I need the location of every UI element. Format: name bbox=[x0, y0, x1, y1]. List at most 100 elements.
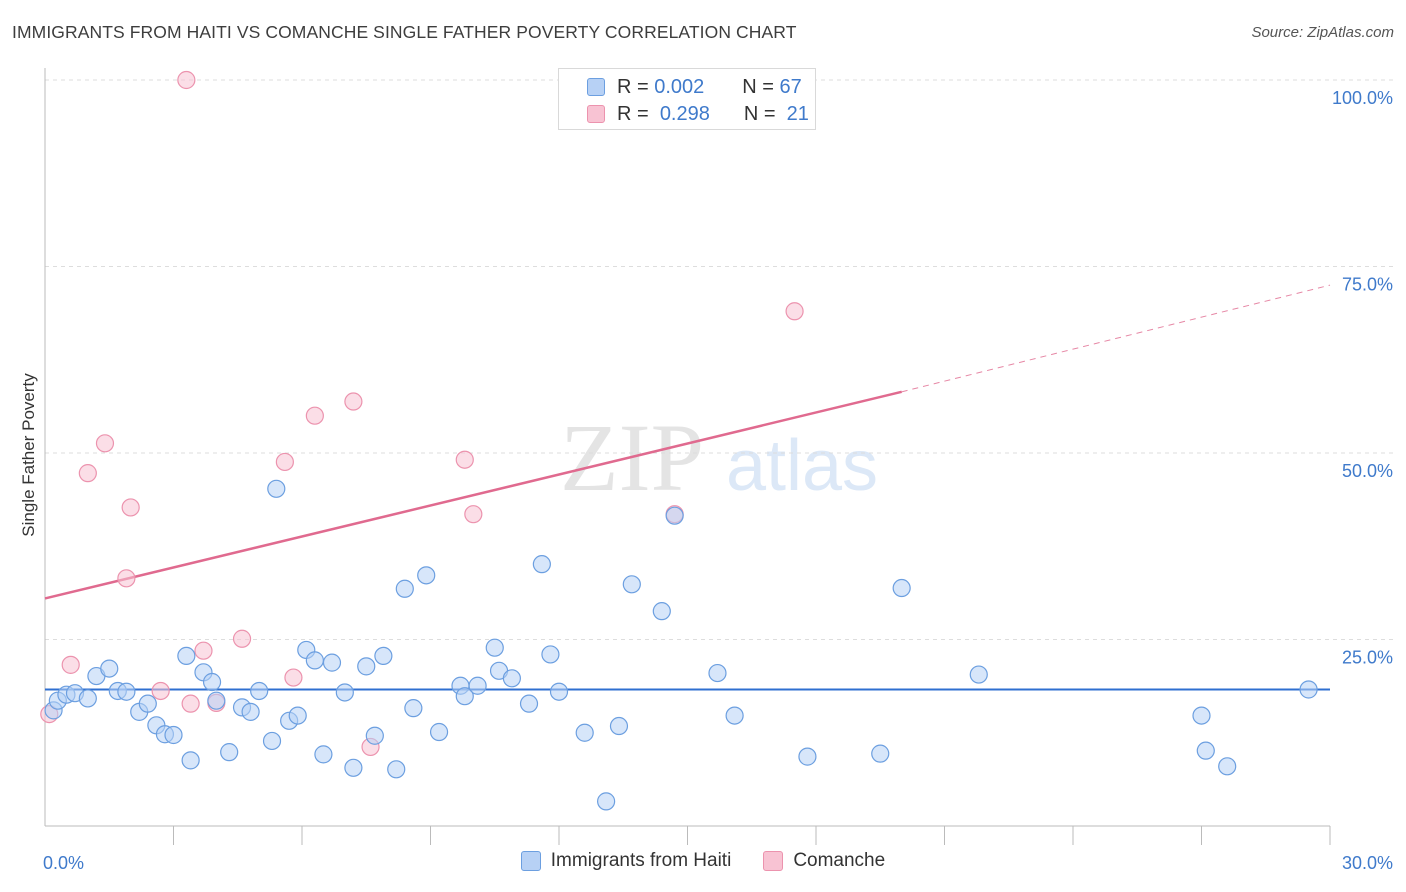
haiti-point-44 bbox=[485, 638, 504, 657]
haiti-point-53 bbox=[609, 716, 629, 736]
haiti-point-40 bbox=[429, 722, 449, 742]
comanche-point-15 bbox=[344, 392, 363, 411]
haiti-point-14 bbox=[177, 646, 196, 666]
n-value-comanche: 21 bbox=[786, 102, 809, 125]
haiti-point-60 bbox=[871, 744, 890, 763]
legend-label-haiti: Immigrants from Haiti bbox=[550, 850, 732, 871]
haiti-point-30 bbox=[322, 653, 342, 672]
legend-row-haiti: R = 0.002 N = 67 bbox=[559, 73, 802, 101]
x-tick-label-1: 30.0% bbox=[1342, 853, 1393, 873]
haiti-point-23 bbox=[262, 731, 282, 751]
chart-source: Source: ZipAtlas.com bbox=[1251, 24, 1394, 41]
series-haiti-points bbox=[44, 479, 1318, 811]
y-tick-label-3: 100.0% bbox=[1332, 88, 1393, 108]
haiti-point-43 bbox=[468, 676, 487, 695]
haiti-point-36 bbox=[387, 760, 406, 779]
haiti-point-49 bbox=[541, 645, 560, 664]
haiti-point-48 bbox=[532, 555, 551, 574]
haiti-point-26 bbox=[288, 706, 307, 725]
r-label: R = bbox=[617, 102, 649, 125]
haiti-point-61 bbox=[892, 578, 911, 598]
haiti-legend-swatch bbox=[520, 851, 541, 871]
r-value-haiti: 0.002 bbox=[654, 75, 705, 98]
haiti-swatch bbox=[587, 78, 605, 96]
haiti-point-47 bbox=[519, 694, 539, 713]
n-label: N = bbox=[742, 75, 774, 98]
haiti-point-65 bbox=[1218, 757, 1237, 776]
haiti-point-52 bbox=[597, 792, 616, 811]
haiti-point-8 bbox=[117, 682, 136, 701]
haiti-point-37 bbox=[395, 579, 414, 598]
watermark-atlas: atlas bbox=[726, 426, 878, 506]
n-label: N = bbox=[743, 102, 776, 125]
comanche-point-14 bbox=[305, 406, 324, 425]
haiti-point-38 bbox=[404, 699, 423, 718]
haiti-point-15 bbox=[181, 751, 200, 770]
haiti-point-18 bbox=[207, 691, 226, 710]
comanche-point-13 bbox=[284, 668, 303, 687]
haiti-point-50 bbox=[549, 682, 569, 701]
n-value-haiti: 67 bbox=[779, 75, 802, 98]
axes bbox=[44, 68, 1331, 845]
haiti-point-17 bbox=[202, 672, 222, 692]
haiti-point-42 bbox=[455, 687, 474, 706]
series-legend: Immigrants from Haiti Comanche bbox=[0, 850, 1406, 872]
haiti-point-66 bbox=[1299, 680, 1318, 699]
haiti-point-35 bbox=[374, 646, 393, 666]
comanche-point-1 bbox=[61, 655, 80, 674]
haiti-point-54 bbox=[622, 575, 641, 594]
haiti-point-57 bbox=[708, 663, 727, 683]
r-value-comanche: 0.298 bbox=[659, 102, 710, 125]
haiti-point-62 bbox=[969, 665, 988, 684]
haiti-point-55 bbox=[652, 602, 671, 621]
trend-line-comanche bbox=[44, 390, 902, 600]
haiti-point-13 bbox=[164, 725, 183, 745]
correlation-legend: R = 0.002 N = 67 R = 0.298 N = 21 bbox=[558, 68, 816, 130]
haiti-point-28 bbox=[305, 651, 324, 670]
comanche-legend-swatch bbox=[763, 851, 784, 871]
comanche-point-9 bbox=[194, 641, 213, 660]
comanche-swatch bbox=[587, 105, 605, 123]
haiti-point-22 bbox=[250, 681, 269, 701]
haiti-point-64 bbox=[1196, 741, 1215, 760]
haiti-point-39 bbox=[417, 566, 436, 585]
comanche-point-3 bbox=[95, 434, 115, 453]
haiti-point-59 bbox=[798, 747, 817, 766]
haiti-point-10 bbox=[138, 694, 157, 713]
legend-row-comanche: R = 0.298 N = 21 bbox=[559, 100, 809, 128]
comanche-point-2 bbox=[78, 464, 97, 483]
haiti-point-6 bbox=[100, 659, 119, 678]
comanche-point-11 bbox=[232, 629, 252, 648]
haiti-point-46 bbox=[502, 669, 521, 688]
haiti-point-63 bbox=[1192, 706, 1211, 725]
trend-line-comanche-extension bbox=[901, 284, 1331, 393]
comanche-point-8 bbox=[181, 694, 200, 713]
comanche-point-17 bbox=[455, 450, 474, 469]
haiti-point-58 bbox=[725, 706, 744, 725]
y-tick-label-1: 50.0% bbox=[1342, 461, 1393, 481]
r-label: R = bbox=[617, 75, 649, 98]
y-tick-label-2: 75.0% bbox=[1342, 275, 1393, 295]
legend-item-comanche: Comanche bbox=[763, 850, 885, 872]
haiti-point-33 bbox=[357, 657, 376, 676]
grid-lines bbox=[45, 79, 1395, 640]
haiti-point-19 bbox=[220, 743, 239, 762]
y-axis-title: Single Father Poverty bbox=[19, 373, 38, 537]
comanche-point-20 bbox=[785, 302, 804, 321]
haiti-point-56 bbox=[665, 506, 684, 525]
chart-title: IMMIGRANTS FROM HAITI VS COMANCHE SINGLE… bbox=[12, 22, 797, 42]
y-tick-labels: 25.0% 50.0% 75.0% 100.0% bbox=[1332, 88, 1393, 668]
watermark: ZIP atlas bbox=[560, 404, 878, 511]
x-tick-labels: 0.0% 30.0% bbox=[43, 853, 1393, 873]
haiti-point-34 bbox=[365, 726, 384, 745]
legend-item-haiti: Immigrants from Haiti bbox=[520, 850, 732, 872]
y-tick-label-0: 25.0% bbox=[1342, 648, 1393, 668]
comanche-point-18 bbox=[464, 505, 483, 524]
comanche-point-4 bbox=[117, 569, 136, 588]
haiti-point-21 bbox=[241, 702, 260, 721]
comanche-point-12 bbox=[275, 452, 294, 472]
legend-label-comanche: Comanche bbox=[793, 850, 886, 871]
haiti-point-31 bbox=[335, 683, 354, 702]
comanche-point-5 bbox=[121, 498, 140, 517]
